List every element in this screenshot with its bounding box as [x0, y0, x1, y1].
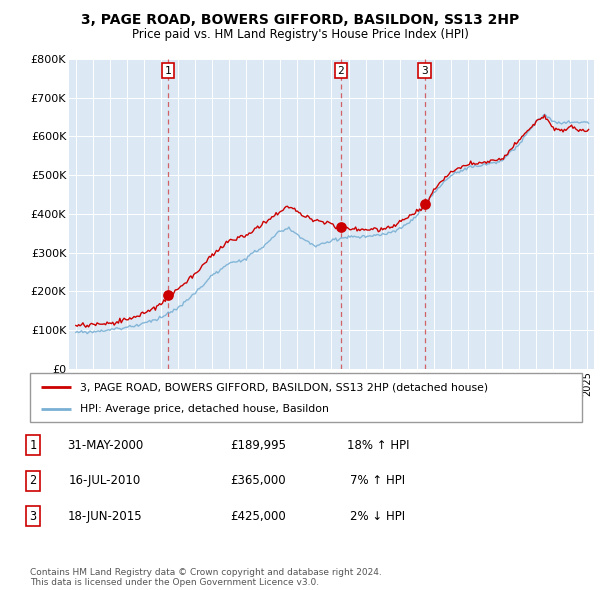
Text: Price paid vs. HM Land Registry's House Price Index (HPI): Price paid vs. HM Land Registry's House …: [131, 28, 469, 41]
Text: 3: 3: [29, 510, 37, 523]
Text: 18% ↑ HPI: 18% ↑ HPI: [347, 439, 409, 452]
Text: £189,995: £189,995: [230, 439, 286, 452]
Text: 1: 1: [165, 65, 172, 76]
Point: [336, 222, 346, 232]
Text: 16-JUL-2010: 16-JUL-2010: [69, 474, 141, 487]
Text: £425,000: £425,000: [230, 510, 286, 523]
Text: 2% ↓ HPI: 2% ↓ HPI: [350, 510, 406, 523]
Text: 18-JUN-2015: 18-JUN-2015: [68, 510, 142, 523]
Text: 2: 2: [29, 474, 37, 487]
Text: 3, PAGE ROAD, BOWERS GIFFORD, BASILDON, SS13 2HP (detached house): 3, PAGE ROAD, BOWERS GIFFORD, BASILDON, …: [80, 382, 488, 392]
Text: HPI: Average price, detached house, Basildon: HPI: Average price, detached house, Basi…: [80, 404, 329, 414]
Text: 1: 1: [29, 439, 37, 452]
Point: [163, 290, 173, 300]
Text: Contains HM Land Registry data © Crown copyright and database right 2024.
This d: Contains HM Land Registry data © Crown c…: [30, 568, 382, 587]
Point: [420, 199, 430, 209]
Text: 31-MAY-2000: 31-MAY-2000: [67, 439, 143, 452]
Text: £365,000: £365,000: [230, 474, 286, 487]
Text: 3, PAGE ROAD, BOWERS GIFFORD, BASILDON, SS13 2HP: 3, PAGE ROAD, BOWERS GIFFORD, BASILDON, …: [81, 13, 519, 27]
Text: 3: 3: [421, 65, 428, 76]
Text: 2: 2: [337, 65, 344, 76]
Text: 7% ↑ HPI: 7% ↑ HPI: [350, 474, 406, 487]
